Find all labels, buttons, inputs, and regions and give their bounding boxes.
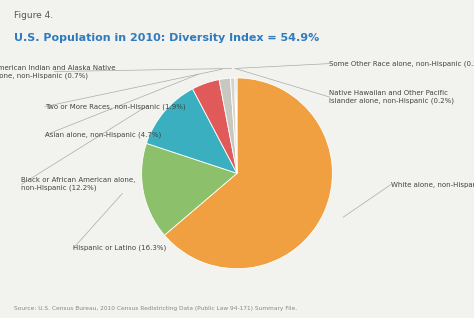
Wedge shape bbox=[142, 143, 237, 235]
Text: Native Hawaiian and Other Pacific
Islander alone, non-Hispanic (0.2%): Native Hawaiian and Other Pacific Island… bbox=[329, 90, 455, 104]
Text: Some Other Race alone, non-Hispanic (0.2%): Some Other Race alone, non-Hispanic (0.2… bbox=[329, 60, 474, 67]
Text: Black or African American alone,
non-Hispanic (12.2%): Black or African American alone, non-His… bbox=[21, 177, 136, 191]
Wedge shape bbox=[164, 78, 332, 269]
Wedge shape bbox=[192, 80, 237, 173]
Text: White alone, non-Hispanic (63.7%): White alone, non-Hispanic (63.7%) bbox=[391, 181, 474, 188]
Text: Source: U.S. Census Bureau, 2010 Census Redistricting Data (Public Law 94-171) S: Source: U.S. Census Bureau, 2010 Census … bbox=[14, 306, 297, 311]
Text: Asian alone, non-Hispanic (4.7%): Asian alone, non-Hispanic (4.7%) bbox=[45, 132, 161, 138]
Wedge shape bbox=[236, 78, 237, 173]
Text: Two or More Races, non-Hispanic (1.9%): Two or More Races, non-Hispanic (1.9%) bbox=[45, 103, 186, 110]
Wedge shape bbox=[146, 89, 237, 173]
Text: Figure 4.: Figure 4. bbox=[14, 11, 54, 20]
Text: American Indian and Alaska Native
alone, non-Hispanic (0.7%): American Indian and Alaska Native alone,… bbox=[0, 65, 116, 79]
Wedge shape bbox=[219, 78, 237, 173]
Text: U.S. Population in 2010: Diversity Index = 54.9%: U.S. Population in 2010: Diversity Index… bbox=[14, 33, 319, 43]
Wedge shape bbox=[235, 78, 237, 173]
Wedge shape bbox=[230, 78, 237, 173]
Text: Hispanic or Latino (16.3%): Hispanic or Latino (16.3%) bbox=[73, 245, 167, 251]
